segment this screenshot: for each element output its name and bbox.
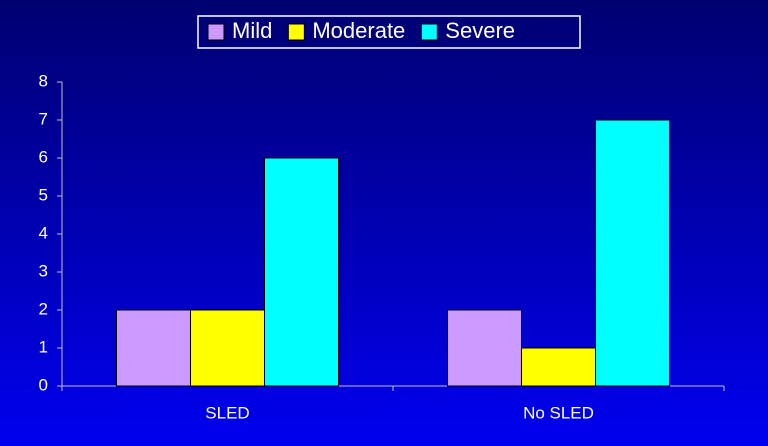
- y-tick-label: 0: [39, 375, 48, 394]
- y-tick-label: 1: [39, 337, 48, 356]
- x-tick-label: SLED: [205, 403, 249, 422]
- x-tick-label: No SLED: [523, 403, 594, 422]
- bar: [116, 309, 191, 387]
- y-tick-label: 5: [39, 185, 48, 204]
- bar: [190, 309, 265, 387]
- bar: [447, 309, 522, 387]
- legend-label: Mild: [232, 18, 272, 43]
- legend-label: Moderate: [312, 18, 405, 43]
- bar: [264, 157, 339, 387]
- legend-swatch: [207, 23, 225, 41]
- legend-swatch: [420, 23, 438, 41]
- bar: [521, 347, 596, 387]
- legend-label: Severe: [445, 18, 515, 43]
- legend-box: [197, 15, 581, 49]
- bar: [595, 119, 670, 387]
- y-tick-label: 3: [39, 261, 48, 280]
- y-tick-label: 6: [39, 147, 48, 166]
- y-tick-label: 8: [39, 71, 48, 90]
- legend-swatch: [287, 23, 305, 41]
- y-tick-label: 4: [39, 223, 48, 242]
- y-tick-label: 2: [39, 299, 48, 318]
- y-tick-label: 7: [39, 109, 48, 128]
